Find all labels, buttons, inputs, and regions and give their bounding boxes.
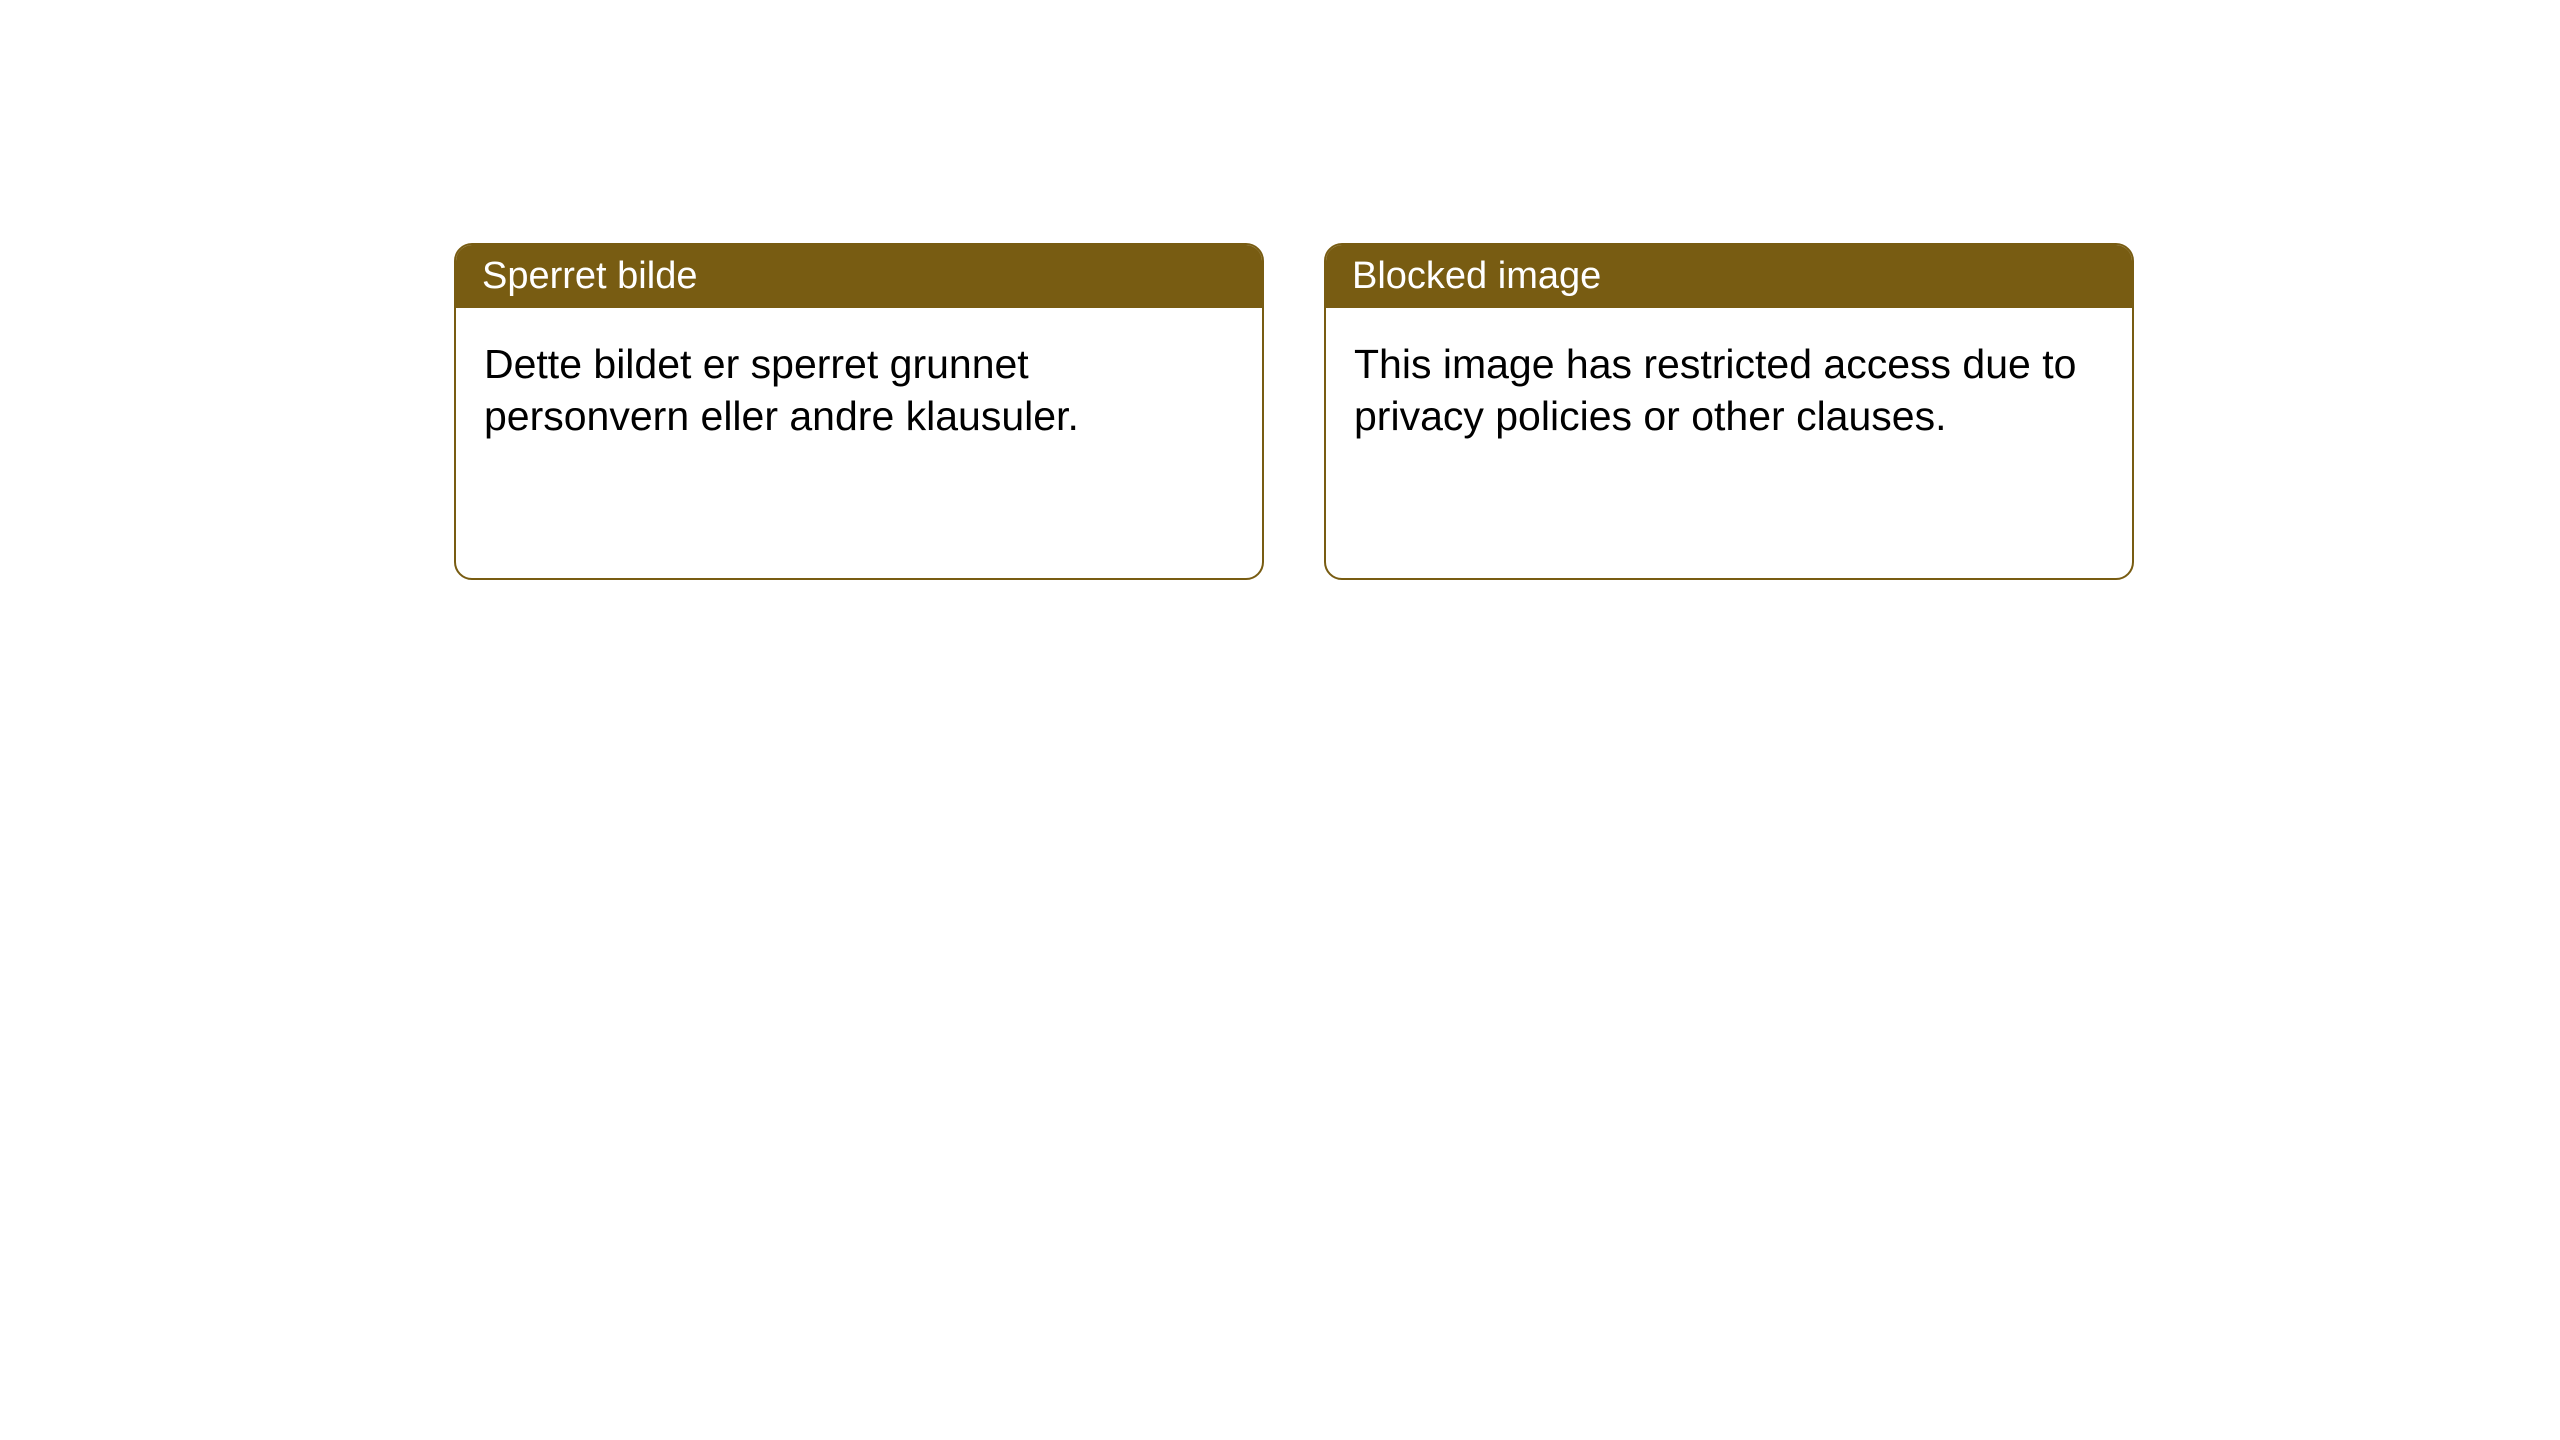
notice-card-title: Blocked image bbox=[1326, 245, 2132, 308]
notice-card-body: Dette bildet er sperret grunnet personve… bbox=[456, 308, 1262, 578]
notice-card-norwegian: Sperret bilde Dette bildet er sperret gr… bbox=[454, 243, 1264, 580]
notice-card-title: Sperret bilde bbox=[456, 245, 1262, 308]
notice-card-english: Blocked image This image has restricted … bbox=[1324, 243, 2134, 580]
notice-cards-row: Sperret bilde Dette bildet er sperret gr… bbox=[0, 0, 2560, 580]
notice-card-body: This image has restricted access due to … bbox=[1326, 308, 2132, 578]
